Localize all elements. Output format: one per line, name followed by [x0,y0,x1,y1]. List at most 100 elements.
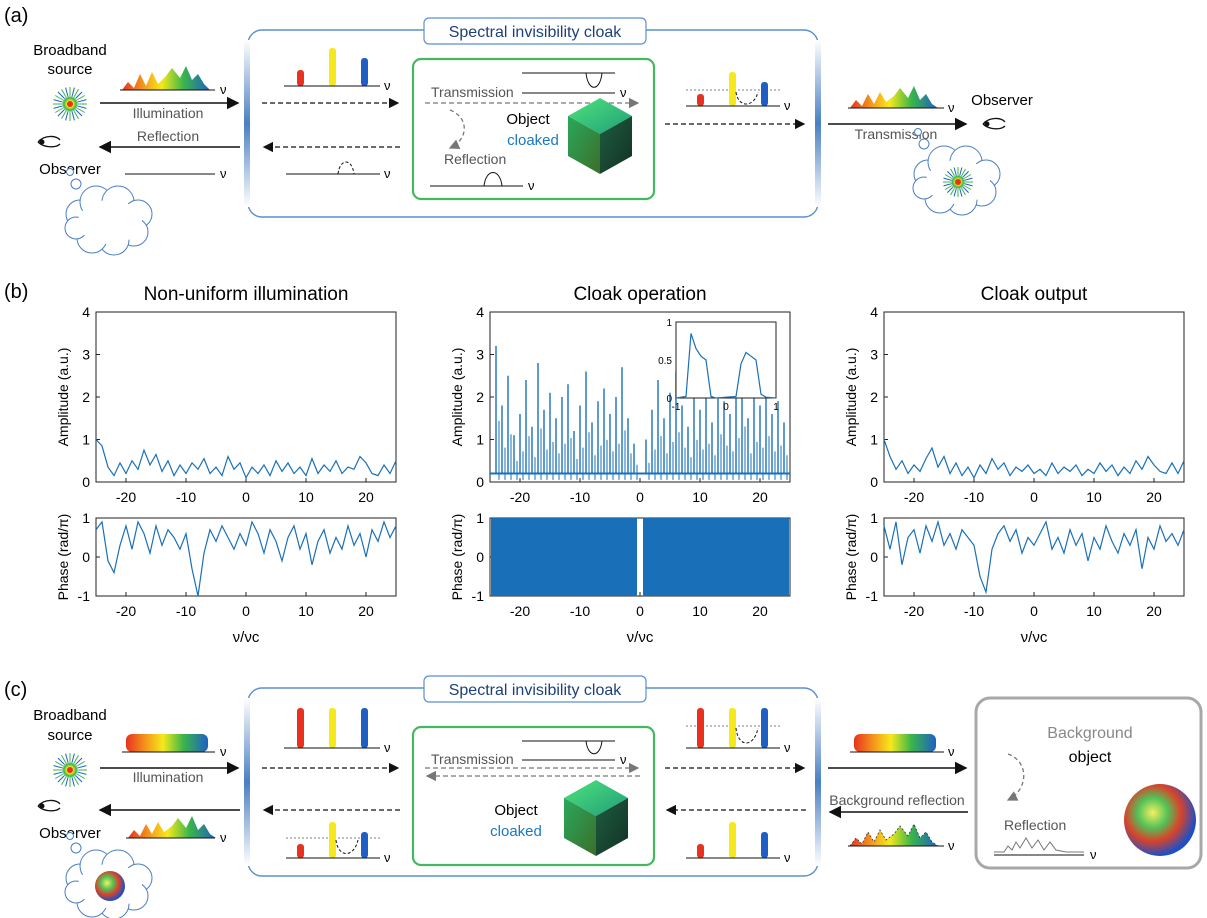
cube-icon [568,98,632,174]
nu-label: ν [220,166,227,181]
x-tick-label: -10 [176,603,196,619]
series-line [883,439,1185,480]
nu-label: ν [220,744,227,759]
nu-label: ν [620,752,627,767]
inset-x-tick-label: -1 [672,402,681,413]
cloaked-label-a: cloaked [507,132,559,149]
nu-label: ν [948,100,955,115]
background-label: Background [1047,725,1132,742]
nu-label: ν [384,740,391,755]
y-tick-label: 3 [870,347,878,363]
amplitude-plot-1: 0 1 2 3 4 -20 -10 0 10 20 Amplitude (a.u.) [55,304,397,505]
source-a: Broadband source [33,42,107,121]
y-tick-label: 0 [870,474,878,490]
transmission-spectrum-inner-c: ν [522,740,627,767]
illumination-label-c: Illumination [133,769,204,785]
reflection-label-left: Reflection [137,128,199,144]
plot-title: Non-uniform illumination [144,284,349,305]
y-axis-label: Amplitude (a.u.) [449,348,465,447]
inset-x-tick-label: 1 [773,402,779,413]
plot-frame [883,517,1185,597]
transmission-spectrum-inner-a: ν [522,72,627,100]
y-tick-label: -1 [78,588,91,604]
nu-label: ν [784,740,791,755]
comb-spectrum-c-right-bottom: ν [686,822,791,865]
reflection-curve-arrow-a [448,109,465,150]
y-tick-label: 3 [82,347,90,363]
y-tick-label: 1 [82,510,90,526]
panel-label-c: (c) [4,679,27,701]
x-tick-label: -10 [964,489,984,505]
x-tick-label: 0 [1030,603,1038,619]
bg-reflection-spectrum: ν [994,837,1097,862]
y-tick-label: -1 [472,588,485,604]
x-axis-label: ν/νc [1021,629,1048,646]
x-tick-label: 10 [298,489,314,505]
cloak-right-edge-a [815,40,821,207]
x-tick-label: 0 [636,489,644,505]
object-label-c: Object [494,802,538,819]
x-tick-label: 10 [692,603,708,619]
cloak-left-edge-c [244,698,250,866]
cloak-title-box-c [423,675,647,703]
x-tick-label: 0 [636,603,644,619]
source-label-line1-c: Broadband [33,707,106,724]
sphere-icon [1124,784,1196,856]
phase-fill-right [643,518,789,596]
plot-title: Cloak operation [573,284,706,305]
object-box-c [411,725,656,867]
y-tick-label: 4 [870,304,878,320]
x-tick-label: 20 [1146,489,1162,505]
series-line [883,519,1185,595]
x-tick-label: -10 [570,489,590,505]
background-reflection-label: Background reflection [829,792,964,808]
bg-object-label: object [1069,749,1112,766]
eye-icon [37,799,61,812]
y-tick-label: 0 [82,474,90,490]
x-tick-label: -20 [904,603,924,619]
plot-title: Cloak output [981,284,1088,305]
eye-icon [982,117,1006,130]
nu-label: ν [384,166,391,181]
object-label-a: Object [506,111,550,128]
y-tick-label: 4 [82,304,90,320]
nu-label: ν [948,744,955,759]
plot-frame [95,311,397,483]
cloak-right-edge-c [815,698,821,866]
reflection-spectrum-inner-a: ν [430,172,535,193]
bg-reflection-label: Reflection [1004,817,1066,833]
x-tick-label: 10 [1086,603,1102,619]
nu-label: ν [784,98,791,113]
inset-y-tick-label: 0 [666,394,672,405]
comb-spectrum-a-right: ν [686,72,791,113]
transmission-inner-label-c: Transmission [431,751,514,767]
sun-icon [943,167,973,197]
y-tick-label: 0 [476,474,484,490]
inset-line [675,333,777,399]
x-tick-label: 20 [358,489,374,505]
nu-label: ν [620,85,627,100]
y-tick-label: 4 [476,304,484,320]
y-axis-label: Phase (rad/π) [55,514,71,601]
inset-y-tick-label: 1 [666,318,672,329]
transmission-inner-label-a: Transmission [431,84,514,100]
y-tick-label: 0 [870,549,878,565]
plot-frame [883,311,1185,483]
comb-spectrum-c-left-bottom: ν [286,822,391,865]
y-tick-label: 1 [82,432,90,448]
y-tick-label: 2 [870,389,878,405]
y-axis-label: Amplitude (a.u.) [843,348,859,447]
source-label-line2-c: source [47,727,92,744]
spectrum-output-c-left: ν [126,816,227,845]
cloaked-label-c: cloaked [490,823,542,840]
nu-label: ν [948,838,955,853]
x-tick-label: 20 [1146,603,1162,619]
y-tick-label: 3 [476,347,484,363]
plot-frame [95,517,397,597]
y-tick-label: 1 [870,510,878,526]
x-tick-label: -20 [904,489,924,505]
nu-label: ν [1090,847,1097,862]
